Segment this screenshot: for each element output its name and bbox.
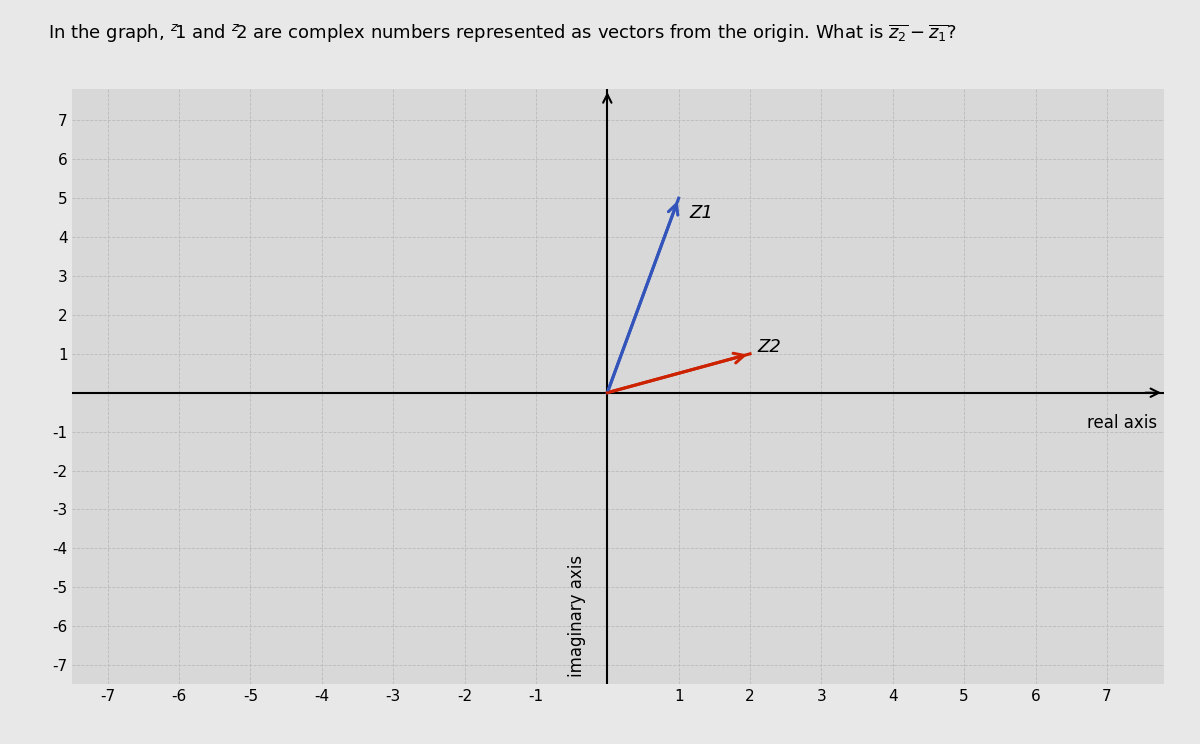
Text: Z1: Z1 [689, 204, 713, 222]
Text: imaginary axis: imaginary axis [568, 554, 586, 677]
Text: Z2: Z2 [757, 338, 781, 356]
Text: In the graph, $^z\!1$ and $^z\!2$ are complex numbers represented as vectors fro: In the graph, $^z\!1$ and $^z\!2$ are co… [48, 22, 956, 45]
Text: real axis: real axis [1087, 414, 1157, 432]
